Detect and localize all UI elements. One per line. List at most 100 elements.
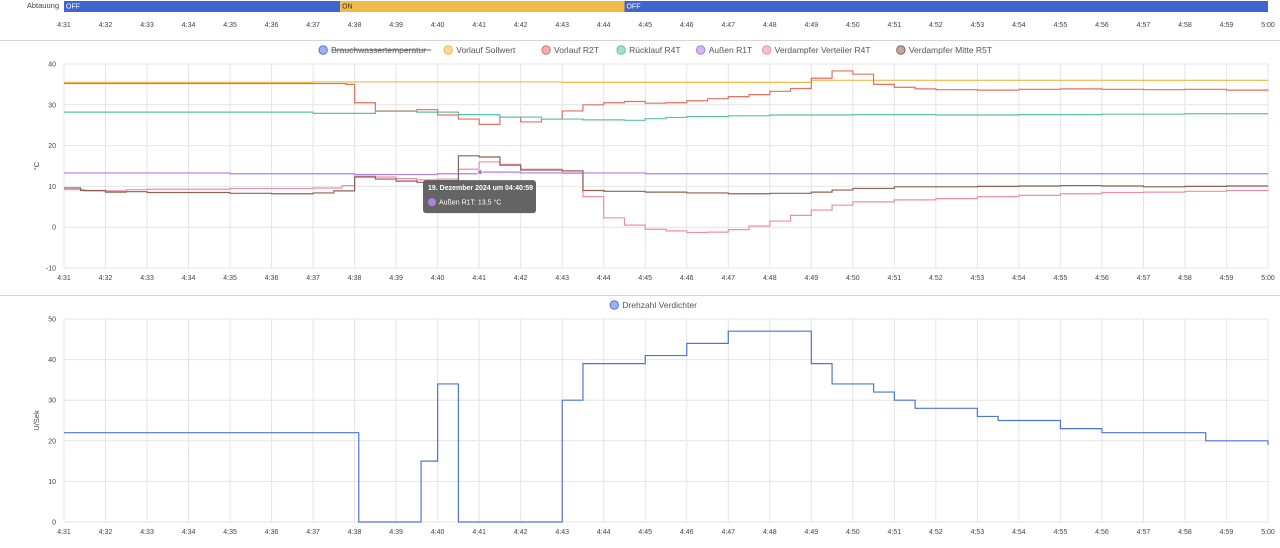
y-tick-label: 10 xyxy=(48,479,56,486)
x-tick-label: 4:36 xyxy=(265,529,279,536)
x-tick-label: 4:37 xyxy=(306,529,320,536)
x-tick-label: 4:53 xyxy=(971,22,985,29)
tooltip-value: Außen R1T: 13,5 °C xyxy=(439,199,501,207)
x-tick-label: 4:33 xyxy=(140,275,154,282)
x-tick-label: 4:56 xyxy=(1095,529,1109,536)
x-tick-label: 4:56 xyxy=(1095,22,1109,29)
x-tick-label: 4:54 xyxy=(1012,529,1026,536)
tooltip-title: 19. Dezember 2024 um 04:40:59 xyxy=(428,185,533,192)
x-tick-label: 4:43 xyxy=(555,22,569,29)
x-tick-label: 4:32 xyxy=(99,275,113,282)
x-tick-label: 4:50 xyxy=(846,275,860,282)
x-tick-label: 4:45 xyxy=(638,275,652,282)
x-tick-label: 4:40 xyxy=(431,275,445,282)
x-tick-label: 4:42 xyxy=(514,529,528,536)
x-tick-label: 4:31 xyxy=(57,529,71,536)
x-tick-label: 5:00 xyxy=(1261,275,1275,282)
x-tick-label: 4:53 xyxy=(971,529,985,536)
series-line-r-cklauf-r4t xyxy=(64,110,1268,121)
x-tick-label: 4:55 xyxy=(1054,529,1068,536)
x-tick-label: 4:55 xyxy=(1054,22,1068,29)
x-tick-label: 4:42 xyxy=(514,22,528,29)
y-tick-label: 30 xyxy=(48,102,56,109)
compressor-chart: 0 10 20 30 40 50 4:31 4:32 4:33 4:34 4:35 4:36 4:37 4… xyxy=(32,317,1275,537)
x-tick-label: 4:58 xyxy=(1178,22,1192,29)
series-line-vorlauf-sollwert xyxy=(64,79,1268,83)
x-tick-label: 4:53 xyxy=(971,275,985,282)
x-tick-label: 4:39 xyxy=(389,275,403,282)
x-tick-label: 4:38 xyxy=(348,275,362,282)
legend-swatch xyxy=(696,45,706,55)
y-tick-label: 50 xyxy=(48,317,56,324)
y-tick-label: -10 xyxy=(46,266,56,273)
y-axis-label: °C xyxy=(32,161,41,170)
timeline-segment-off xyxy=(64,1,341,12)
x-tick-label: 4:35 xyxy=(223,529,237,536)
x-tick-label: 4:44 xyxy=(597,22,611,29)
x-tick-label: 4:58 xyxy=(1178,275,1192,282)
y-tick-label: 20 xyxy=(48,438,56,445)
timeline-x-axis: 4:31 4:32 4:33 4:34 4:35 4:36 4:37 4:38 4:39 4:40… xyxy=(57,22,1275,29)
hover-point xyxy=(477,169,484,176)
x-tick-label: 4:33 xyxy=(140,529,154,536)
x-tick-label: 4:59 xyxy=(1220,275,1234,282)
x-tick-label: 4:45 xyxy=(638,529,652,536)
legend-swatch xyxy=(541,45,551,55)
x-tick-label: 4:55 xyxy=(1054,275,1068,282)
timeline-label: Abtauung xyxy=(27,1,59,10)
x-tick-label: 4:36 xyxy=(265,275,279,282)
y-axis-label: U/Sek xyxy=(32,410,41,431)
timeline-segment-on xyxy=(340,1,625,12)
x-tick-label: 4:46 xyxy=(680,275,694,282)
y-tick-label: 0 xyxy=(52,225,56,232)
x-tick-label: 4:40 xyxy=(431,529,445,536)
x-tick-label: 4:43 xyxy=(555,275,569,282)
legend-item: Verdampfer Verteiler R4T xyxy=(775,45,871,55)
x-tick-label: 4:57 xyxy=(1137,529,1151,536)
x-tick-label: 4:41 xyxy=(472,275,486,282)
x-tick-label: 4:41 xyxy=(472,22,486,29)
x-tick-label: 4:49 xyxy=(804,529,818,536)
x-tick-label: 4:47 xyxy=(721,529,735,536)
legend-item: Drehzahl Verdichter xyxy=(622,300,697,310)
x-tick-label: 4:51 xyxy=(888,529,902,536)
x-tick-label: 4:47 xyxy=(721,275,735,282)
x-tick-label: 4:52 xyxy=(929,275,943,282)
x-tick-label: 4:42 xyxy=(514,275,528,282)
x-tick-label: 4:50 xyxy=(846,22,860,29)
x-tick-label: 4:54 xyxy=(1012,22,1026,29)
legend-swatch xyxy=(896,45,906,55)
compressor-legend: Drehzahl Verdichter xyxy=(609,300,697,310)
y-tick-label: 40 xyxy=(48,357,56,364)
legend-item: Außen R1T xyxy=(709,45,752,55)
x-tick-label: 4:31 xyxy=(57,275,71,282)
x-tick-label: 4:56 xyxy=(1095,275,1109,282)
x-tick-label: 4:31 xyxy=(57,22,71,29)
x-tick-label: 4:46 xyxy=(680,22,694,29)
x-tick-label: 4:59 xyxy=(1220,529,1234,536)
y-tick-label: 30 xyxy=(48,398,56,405)
x-tick-label: 4:39 xyxy=(389,22,403,29)
y-tick-label: 20 xyxy=(48,143,56,150)
x-tick-label: 4:47 xyxy=(721,22,735,29)
y-tick-label: 10 xyxy=(48,184,56,191)
x-tick-label: 4:34 xyxy=(182,22,196,29)
series-line-drehzahl-verdichter xyxy=(64,330,1269,523)
x-tick-label: 4:32 xyxy=(99,22,113,29)
tooltip: 19. Dezember 2024 um 04:40:59 Außen R1T: … xyxy=(423,169,537,214)
x-tick-label: 4:58 xyxy=(1178,529,1192,536)
legend-swatch xyxy=(616,45,626,55)
y-tick-label: 0 xyxy=(52,520,56,527)
x-tick-label: 4:43 xyxy=(555,529,569,536)
x-tick-label: 4:59 xyxy=(1220,22,1234,29)
x-tick-label: 4:57 xyxy=(1137,275,1151,282)
x-tick-label: 4:36 xyxy=(265,22,279,29)
x-tick-label: 4:51 xyxy=(888,22,902,29)
x-tick-label: 4:35 xyxy=(223,22,237,29)
temperature-legend: Brauchwassertemperatur Vorlauf Sollwert Vo… xyxy=(318,45,992,55)
x-tick-label: 4:44 xyxy=(597,529,611,536)
x-tick-label: 4:49 xyxy=(804,275,818,282)
x-tick-label: 4:38 xyxy=(348,22,362,29)
x-tick-label: 4:54 xyxy=(1012,275,1026,282)
x-tick-label: 4:51 xyxy=(888,275,902,282)
